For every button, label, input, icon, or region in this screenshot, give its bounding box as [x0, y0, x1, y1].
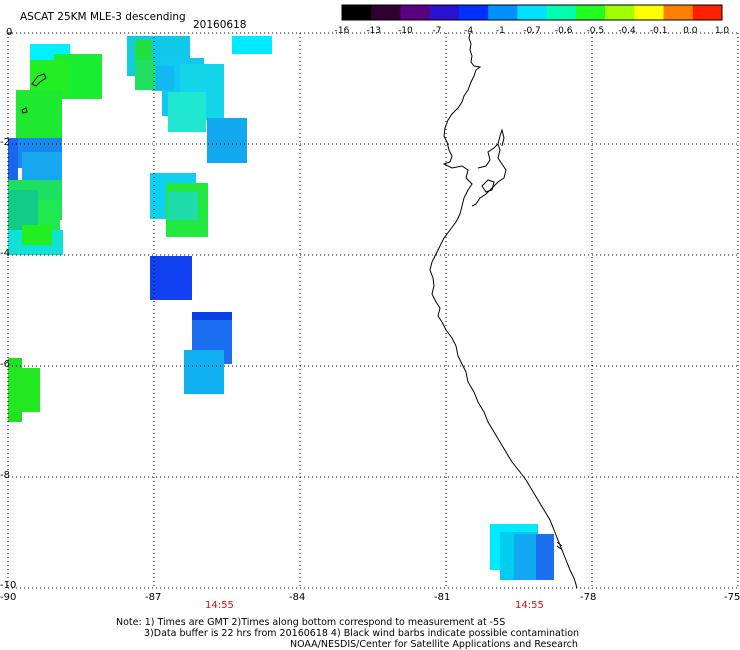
colorbar-swatch — [634, 5, 665, 20]
island-outlines — [21, 73, 47, 114]
lon-label-87: -87 — [145, 592, 162, 603]
colorbar-swatch — [605, 5, 635, 20]
map-date: 20160618 — [193, 19, 247, 31]
lon-label-81: -81 — [434, 592, 451, 603]
colorbar-label: -0.7 — [523, 26, 541, 36]
note-line-1: Note: 1) Times are GMT 2)Times along bot… — [116, 617, 506, 628]
colorbar-label: -0.6 — [554, 26, 573, 36]
colorbar-label: -0.4 — [618, 26, 636, 36]
gulf-guayaquil-coast — [471, 143, 507, 207]
colorbar-swatch — [458, 5, 489, 20]
colorbar-swatch — [342, 5, 372, 20]
colorbar-label: -10 — [397, 26, 413, 36]
colorbar-swatch — [429, 5, 460, 20]
colorbar-swatch — [663, 5, 694, 20]
lon-label-84: -84 — [289, 592, 306, 603]
colorbar-swatch — [517, 5, 548, 20]
colorbar-label: -1 — [495, 26, 505, 36]
lat-label-0: 0 — [6, 27, 13, 38]
colorbar — [341, 4, 723, 21]
colorbar-label: 1.0 — [714, 26, 730, 36]
lat-label-6: -6 — [0, 359, 10, 370]
colorbar-label: -13 — [366, 26, 382, 36]
note-line-3: NOAA/NESDIS/Center for Satellite Applica… — [290, 639, 578, 650]
colorbar-label: -0.1 — [649, 26, 668, 36]
lat-label-2: -2 — [0, 137, 10, 148]
lon-label-75: -75 — [724, 592, 740, 603]
wind-data-cells — [8, 36, 554, 580]
note-line-2: 3)Data buffer is 22 hrs from 20160618 4)… — [144, 628, 580, 639]
colorbar-swatch — [400, 5, 431, 20]
lat-label-8: -8 — [0, 470, 10, 481]
lat-label-4: -4 — [0, 248, 10, 259]
colorbar-label: -16 — [334, 26, 350, 36]
coastline — [429, 32, 578, 589]
colorbar-swatch — [371, 5, 401, 20]
colorbar-label: -4 — [464, 26, 474, 36]
colorbar-label: -7 — [432, 26, 442, 36]
colorbar-swatch — [546, 5, 577, 20]
wind-barb — [556, 541, 563, 550]
guayas-river — [497, 128, 505, 147]
colorbar-label: -0.5 — [586, 26, 605, 36]
lon-label-90: -90 — [0, 592, 17, 603]
colorbar-swatch — [488, 5, 518, 20]
pass-time-west: 14:55 — [205, 600, 234, 611]
colorbar-swatch — [692, 5, 723, 20]
colorbar-swatch — [575, 5, 606, 20]
lon-label-78: -78 — [580, 592, 597, 603]
map-title: ASCAT 25KM MLE-3 descending — [20, 11, 186, 23]
colorbar-label: 0.0 — [683, 26, 698, 36]
graticule — [7, 32, 739, 589]
lat-label-10: -10 — [0, 580, 17, 591]
pass-time-east: 14:55 — [515, 600, 544, 611]
puna-island — [481, 179, 495, 193]
